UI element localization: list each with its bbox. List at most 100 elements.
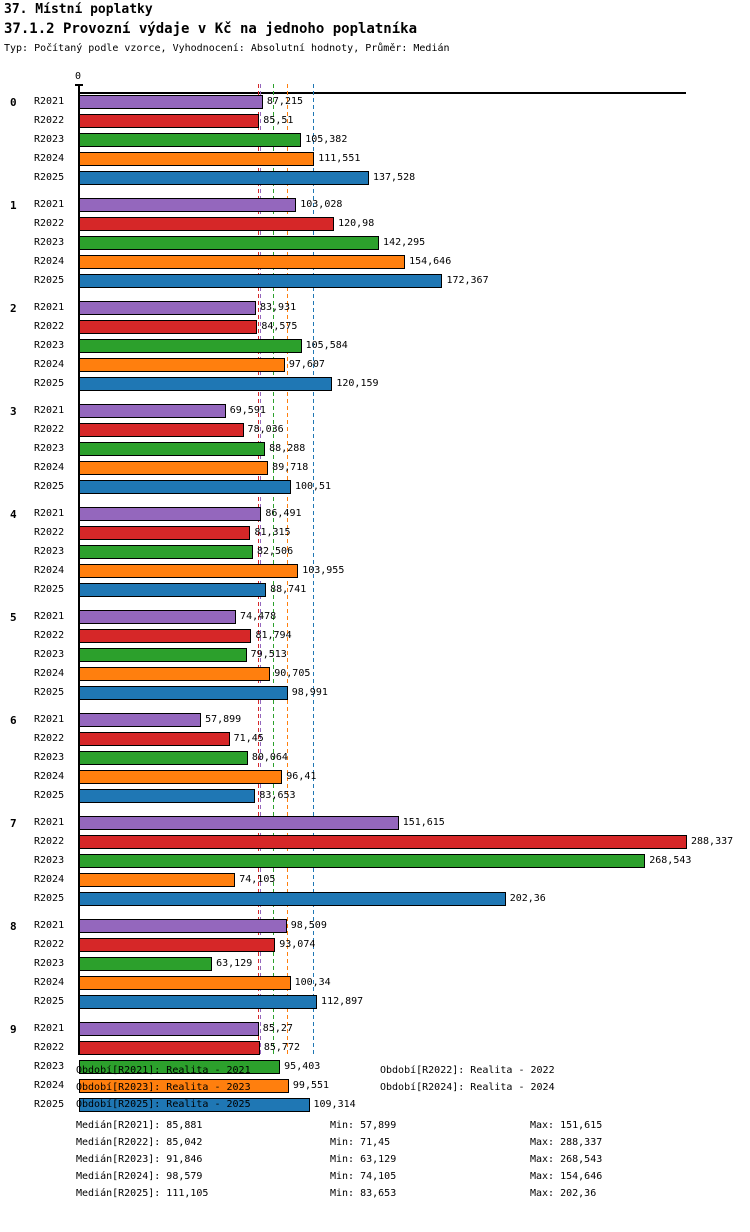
table-row[interactable]: R2021 86,491: [0, 506, 750, 522]
bar-r2021[interactable]: [79, 198, 297, 212]
table-row[interactable]: R2022 93,074: [0, 937, 750, 953]
bar-r2025[interactable]: [79, 1098, 310, 1112]
table-row[interactable]: R2025 88,741: [0, 582, 750, 598]
table-row[interactable]: R2023 63,129: [0, 956, 750, 972]
table-row[interactable]: R2025 83,653: [0, 788, 750, 804]
bar-r2024[interactable]: [79, 461, 269, 475]
table-row[interactable]: R2025 112,897: [0, 994, 750, 1010]
table-row[interactable]: R2022 85,51: [0, 113, 750, 129]
bar-r2023[interactable]: [79, 545, 253, 559]
table-row[interactable]: R2023 88,288: [0, 441, 750, 457]
bar-r2023[interactable]: [79, 442, 266, 456]
bar-r2021[interactable]: [79, 95, 263, 109]
bar-r2024[interactable]: [79, 564, 299, 578]
bar-r2024[interactable]: [79, 873, 236, 887]
table-row[interactable]: R2023 95,403: [0, 1059, 750, 1075]
table-row[interactable]: R2023 79,513: [0, 647, 750, 663]
bar-r2024[interactable]: [79, 255, 406, 269]
table-row[interactable]: R2021 57,899: [0, 712, 750, 728]
table-row[interactable]: R2024 97,607: [0, 357, 750, 373]
bar-r2025[interactable]: [79, 274, 443, 288]
table-row[interactable]: R2021 85,27: [0, 1021, 750, 1037]
table-row[interactable]: R2024 111,551: [0, 151, 750, 167]
bar-r2023[interactable]: [79, 1060, 281, 1074]
table-row[interactable]: R2023 82,506: [0, 544, 750, 560]
table-row[interactable]: R2024 103,955: [0, 563, 750, 579]
table-row[interactable]: R2023 80,064: [0, 750, 750, 766]
bar-r2022[interactable]: [79, 1041, 260, 1055]
bar-r2021[interactable]: [79, 1022, 259, 1036]
bar-r2024[interactable]: [79, 667, 271, 681]
bar-r2021[interactable]: [79, 507, 262, 521]
table-row[interactable]: R2021 69,591: [0, 403, 750, 419]
table-row[interactable]: R2025 98,991: [0, 685, 750, 701]
table-row[interactable]: R2023 105,584: [0, 338, 750, 354]
table-row[interactable]: R2022 84,575: [0, 319, 750, 335]
bar-r2021[interactable]: [79, 919, 287, 933]
table-row[interactable]: R2024 74,105: [0, 872, 750, 888]
bar-r2022[interactable]: [79, 629, 252, 643]
bar-r2024[interactable]: [79, 152, 315, 166]
bar-r2021[interactable]: [79, 816, 399, 830]
table-row[interactable]: R2024 100,34: [0, 975, 750, 991]
bar-r2025[interactable]: [79, 892, 506, 906]
table-row[interactable]: R2025 202,36: [0, 891, 750, 907]
bar-r2024[interactable]: [79, 358, 285, 372]
bar-r2021[interactable]: [79, 713, 202, 727]
table-row[interactable]: R2021 98,509: [0, 918, 750, 934]
table-row[interactable]: R2021 74,478: [0, 609, 750, 625]
bar-r2025[interactable]: [79, 171, 369, 185]
table-row[interactable]: R2025 172,367: [0, 273, 750, 289]
bar-r2022[interactable]: [79, 320, 258, 334]
bar-r2023[interactable]: [79, 236, 380, 250]
table-row[interactable]: R2022 81,794: [0, 628, 750, 644]
table-row[interactable]: R2022 288,337: [0, 834, 750, 850]
table-row[interactable]: R2024 96,41: [0, 769, 750, 785]
bar-r2025[interactable]: [79, 686, 288, 700]
table-row[interactable]: R2022 85,772: [0, 1040, 750, 1056]
bar-r2023[interactable]: [79, 751, 248, 765]
bar-r2025[interactable]: [79, 480, 291, 494]
bar-r2021[interactable]: [79, 610, 237, 624]
table-row[interactable]: R2024 89,718: [0, 460, 750, 476]
table-row[interactable]: R2021 83,931: [0, 300, 750, 316]
bar-r2022[interactable]: [79, 526, 251, 540]
bar-r2022[interactable]: [79, 423, 244, 437]
bar-r2024[interactable]: [79, 976, 291, 990]
table-row[interactable]: R2025 137,528: [0, 170, 750, 186]
bar-r2024[interactable]: [79, 770, 283, 784]
table-row[interactable]: R2023 268,543: [0, 853, 750, 869]
table-row[interactable]: R2025 109,314: [0, 1097, 750, 1113]
table-row[interactable]: R2021 103,028: [0, 197, 750, 213]
table-row[interactable]: R2023 105,382: [0, 132, 750, 148]
bar-r2022[interactable]: [79, 732, 230, 746]
bar-r2025[interactable]: [79, 789, 256, 803]
bar-r2022[interactable]: [79, 835, 687, 849]
bar-r2023[interactable]: [79, 133, 302, 147]
bar-r2021[interactable]: [79, 301, 256, 315]
bar-r2022[interactable]: [79, 938, 276, 952]
bar-r2023[interactable]: [79, 957, 213, 971]
table-row[interactable]: R2022 120,98: [0, 216, 750, 232]
bar-r2023[interactable]: [79, 854, 646, 868]
table-row[interactable]: R2021 87,215: [0, 94, 750, 110]
bar-r2024[interactable]: [79, 1079, 289, 1093]
table-row[interactable]: R2024 90,705: [0, 666, 750, 682]
table-row[interactable]: R2022 81,315: [0, 525, 750, 541]
bar-r2025[interactable]: [79, 583, 267, 597]
bar-r2023[interactable]: [79, 339, 302, 353]
table-row[interactable]: R2022 78,036: [0, 422, 750, 438]
table-row[interactable]: R2025 120,159: [0, 376, 750, 392]
bar-r2025[interactable]: [79, 995, 318, 1009]
bar-r2025[interactable]: [79, 377, 333, 391]
table-row[interactable]: R2023 142,295: [0, 235, 750, 251]
table-row[interactable]: R2024 99,551: [0, 1078, 750, 1094]
bar-r2022[interactable]: [79, 114, 260, 128]
table-row[interactable]: R2022 71,45: [0, 731, 750, 747]
table-row[interactable]: R2024 154,646: [0, 254, 750, 270]
bar-r2022[interactable]: [79, 217, 335, 231]
table-row[interactable]: R2025 100,51: [0, 479, 750, 495]
table-row[interactable]: R2021 151,615: [0, 815, 750, 831]
bar-r2023[interactable]: [79, 648, 247, 662]
bar-r2021[interactable]: [79, 404, 226, 418]
